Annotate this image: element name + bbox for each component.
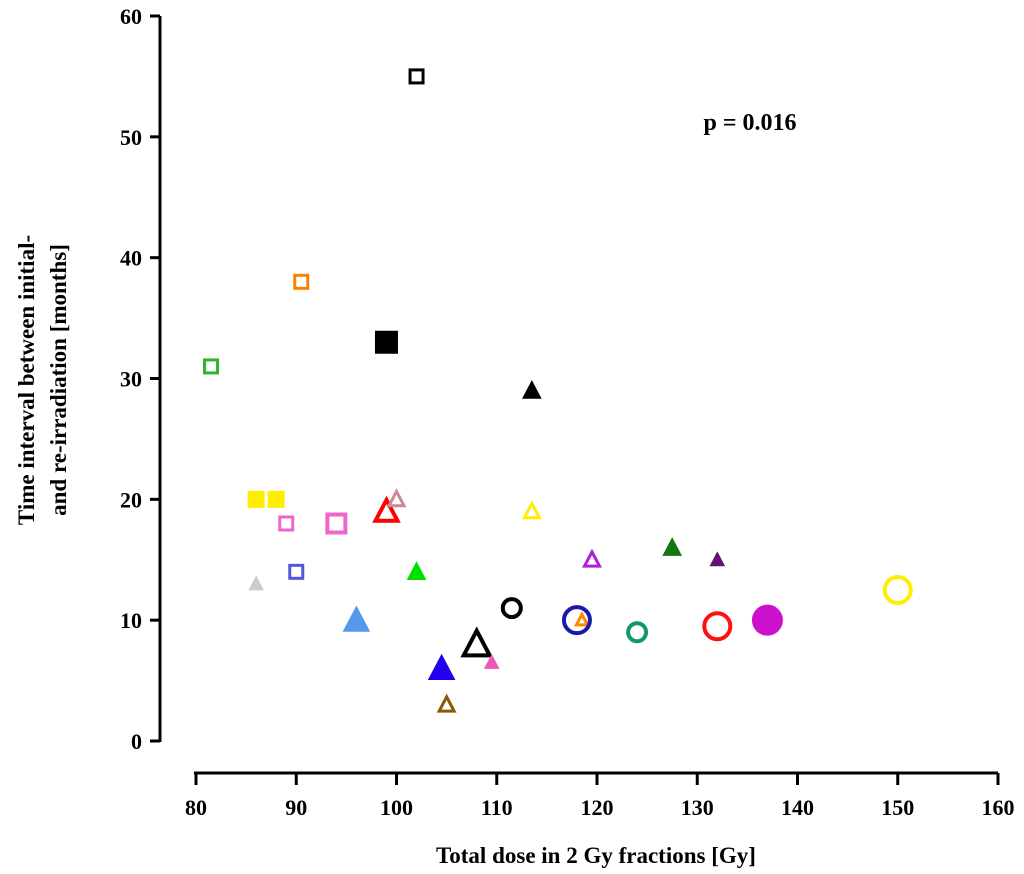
triangle-marker — [709, 551, 726, 567]
square-marker — [408, 68, 425, 85]
square-marker — [247, 490, 265, 508]
square-marker — [374, 330, 398, 354]
y-tick-label: 40 — [120, 246, 142, 271]
triangle-marker — [427, 653, 456, 681]
y-tick-label: 30 — [120, 367, 142, 392]
triangle-marker — [342, 605, 371, 632]
axes — [158, 16, 998, 775]
triangle-marker — [521, 500, 542, 520]
circle-marker — [500, 597, 523, 620]
x-tick-label: 100 — [380, 795, 413, 820]
triangle-marker — [248, 575, 264, 591]
y-tick-label: 10 — [120, 608, 142, 633]
triangle-marker — [483, 654, 500, 669]
square-marker — [203, 358, 220, 375]
x-tick-label: 140 — [781, 795, 814, 820]
triangle-marker — [386, 488, 407, 508]
triangle-marker — [406, 561, 427, 580]
y-tick-label: 0 — [131, 729, 142, 754]
square-marker — [325, 512, 348, 535]
square-marker — [278, 515, 295, 532]
triangle-marker — [582, 548, 602, 568]
y-axis-title-line-2: and re-irradiation [months] — [46, 244, 71, 516]
y-ticks: 0 10 20 30 40 50 60 — [120, 4, 160, 754]
x-tick-label: 160 — [982, 795, 1015, 820]
data-points — [203, 68, 913, 713]
circle-marker — [561, 605, 592, 636]
circle-marker — [751, 604, 783, 636]
circle-marker — [882, 574, 913, 605]
triangle-marker — [573, 611, 590, 627]
y-tick-label: 20 — [120, 487, 142, 512]
y-axis-title-line-1: Time interval between initial- — [14, 235, 39, 525]
x-tick-label: 130 — [681, 795, 714, 820]
triangle-marker — [662, 537, 683, 556]
x-tick-label: 120 — [581, 795, 614, 820]
x-tick-label: 150 — [881, 795, 914, 820]
triangle-marker — [372, 495, 401, 523]
square-marker — [293, 273, 310, 290]
square-marker — [267, 490, 285, 508]
triangle-marker — [460, 626, 494, 658]
triangle-marker — [522, 380, 542, 399]
y-tick-label: 50 — [120, 125, 142, 150]
triangle-marker — [436, 693, 457, 713]
y-tick-label: 60 — [120, 4, 142, 29]
x-ticks: 80 90 100 110 120 130 140 150 160 — [185, 773, 1015, 820]
x-tick-label: 110 — [481, 795, 513, 820]
p-value-annotation: p = 0.016 — [703, 110, 796, 136]
circle-marker — [702, 611, 733, 642]
square-marker — [288, 563, 305, 580]
x-tick-label: 90 — [285, 795, 307, 820]
x-axis-title: Total dose in 2 Gy fractions [Gy] — [436, 843, 756, 868]
y-axis-title: Time interval between initial- and re-ir… — [14, 235, 71, 525]
circle-marker — [626, 621, 649, 644]
x-tick-label: 80 — [185, 795, 207, 820]
